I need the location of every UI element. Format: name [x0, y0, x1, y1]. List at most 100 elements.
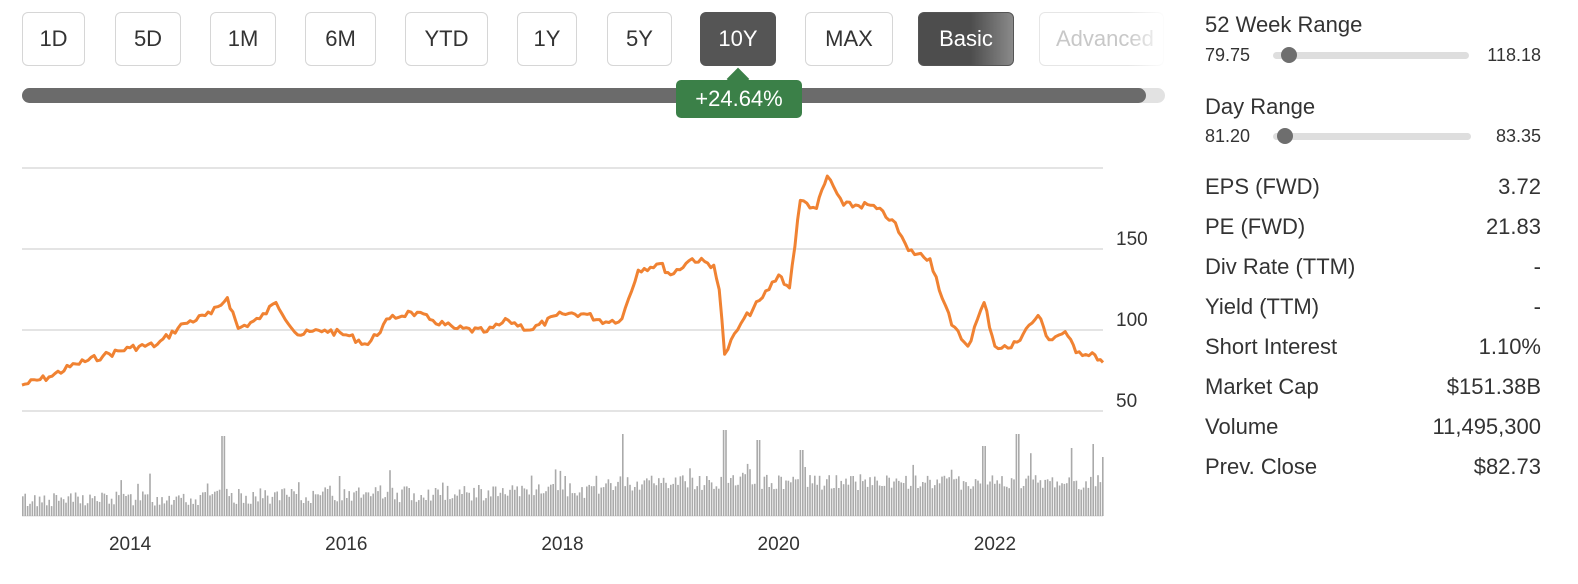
volume-bar	[859, 474, 862, 516]
timeframe-1d-button[interactable]: 1D	[22, 12, 85, 66]
volume-bar	[1006, 486, 1008, 516]
stat-row-prev-close: Prev. Close $82.73	[1205, 454, 1541, 484]
stat-value: -	[1533, 254, 1541, 279]
volume-bar	[1082, 487, 1085, 516]
volume-bar	[900, 482, 902, 516]
price-line	[21, 174, 1105, 387]
volume-bar	[943, 475, 946, 516]
volume-bar	[463, 486, 466, 516]
volume-bar	[41, 502, 43, 516]
volume-bar	[475, 497, 478, 516]
timeframe-6m-button[interactable]: 6M	[305, 12, 376, 66]
volume-bar	[641, 484, 643, 516]
timeframe-max-button[interactable]: MAX	[805, 12, 893, 66]
volume-bar	[960, 489, 962, 516]
volume-bar	[840, 480, 842, 516]
y-tick-label: 50	[1116, 391, 1137, 412]
volume-bar	[917, 488, 919, 516]
volume-bar	[768, 487, 770, 516]
volume-bar	[554, 469, 557, 516]
volume-bar	[434, 488, 437, 516]
volume-bar	[806, 486, 809, 516]
timeframe-5y-button[interactable]: 5Y	[607, 12, 672, 66]
x-tick-label: 2020	[758, 534, 800, 555]
volume-bar	[1046, 479, 1049, 516]
volume-bar	[946, 478, 948, 516]
volume-bar	[984, 446, 986, 516]
volume-bar	[809, 475, 811, 516]
volume-bar	[818, 475, 821, 516]
volume-bar	[634, 487, 636, 516]
volume-bar	[672, 483, 674, 516]
volume-bar	[485, 498, 487, 516]
timeframe-5d-button[interactable]: 5D	[115, 12, 181, 66]
volume-bar	[1010, 478, 1013, 516]
timeframe-1m-button[interactable]: 1M	[210, 12, 276, 66]
volume-bar	[886, 475, 888, 516]
volume-bar	[170, 504, 173, 516]
volume-bar	[406, 486, 408, 516]
volume-bar	[233, 502, 235, 516]
volume-bar	[468, 492, 470, 516]
volume-bar	[902, 483, 905, 516]
volume-bar	[614, 486, 617, 516]
timeframe-ytd-button[interactable]: YTD	[405, 12, 488, 66]
volume-bar	[638, 489, 641, 516]
volume-bar	[48, 499, 50, 516]
volume-bar	[830, 488, 833, 516]
volume-bar	[770, 483, 773, 516]
volume-bar	[670, 484, 672, 516]
volume-bar	[732, 475, 734, 516]
volume-bar	[854, 481, 857, 516]
volume-bar	[91, 498, 94, 516]
volume-bar	[1003, 486, 1006, 516]
volume-bar	[835, 475, 838, 516]
volume-bar	[103, 493, 106, 516]
volume-bar	[178, 495, 180, 516]
volume-bar	[442, 482, 444, 516]
volume-bar	[950, 469, 953, 516]
volume-bar	[377, 491, 379, 516]
stat-row-yield-ttm: Yield (TTM) -	[1205, 294, 1541, 324]
volume-bar	[972, 486, 974, 516]
volume-bar	[703, 485, 706, 516]
volume-bar	[1037, 482, 1039, 516]
timeframe-1y-button[interactable]: 1Y	[517, 12, 577, 66]
volume-bar	[353, 492, 355, 516]
volume-bar	[742, 472, 744, 516]
volume-bar	[398, 502, 401, 516]
volume-bar	[655, 485, 658, 516]
volume-bar	[689, 468, 691, 516]
volume-bar	[751, 484, 754, 516]
volume-bar	[386, 491, 389, 516]
volume-bar	[454, 494, 456, 516]
volume-bar	[341, 500, 343, 516]
volume-bar	[890, 487, 893, 516]
volume-bar	[137, 483, 139, 516]
volume-bar	[394, 499, 396, 516]
volume-bar	[257, 501, 259, 516]
day-range-label: Day Range	[1205, 94, 1316, 119]
volume-bar	[571, 493, 574, 516]
volume-bar	[905, 475, 907, 516]
timeframe-10y-button[interactable]: 10Y	[700, 12, 776, 66]
volume-bar	[547, 486, 550, 516]
volume-bar	[422, 497, 425, 516]
volume-bar	[214, 491, 216, 516]
volume-bar	[82, 495, 84, 516]
volume-bar	[389, 470, 391, 516]
stat-label: EPS (FWD)	[1205, 174, 1320, 199]
volume-bar	[842, 484, 845, 516]
volume-bar	[242, 502, 245, 516]
range-track-fill[interactable]	[22, 88, 1146, 103]
stat-value: -	[1533, 294, 1541, 319]
volume-bar	[74, 492, 77, 516]
volume-bar	[379, 485, 382, 516]
volume-bar	[706, 476, 708, 516]
basic-mode-button[interactable]: Basic	[918, 12, 1014, 66]
volume-bar	[1102, 457, 1104, 516]
volume-bar	[624, 486, 626, 516]
volume-bar	[662, 477, 665, 516]
volume-bar	[334, 500, 336, 516]
volume-bar	[722, 430, 725, 516]
